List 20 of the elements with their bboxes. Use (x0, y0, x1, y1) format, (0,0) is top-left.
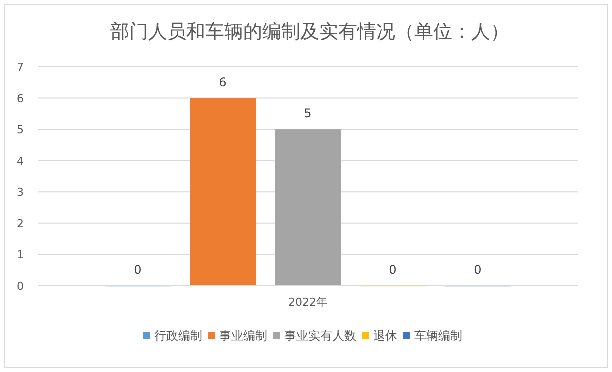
legend-label: 事业实有人数 (284, 329, 356, 343)
y-tick-label: 7 (17, 61, 24, 74)
legend-label: 行政编制 (154, 329, 202, 343)
y-tick-label: 5 (17, 124, 24, 137)
data-label: 6 (219, 75, 227, 90)
legend-label: 车辆编制 (414, 329, 462, 343)
legend-label: 退休 (374, 329, 398, 343)
legend-label: 事业编制 (220, 329, 268, 343)
y-tick-label: 6 (17, 92, 24, 106)
y-tick-label: 1 (17, 248, 24, 262)
y-tick-label: 4 (17, 154, 24, 168)
data-label: 0 (134, 263, 142, 277)
data-label: 0 (389, 263, 397, 277)
data-label: 0 (474, 263, 482, 277)
chart-title: 部门人员和车辆的编制及实有情况（单位：人） (110, 21, 510, 43)
data-label: 5 (304, 106, 312, 121)
y-tick-label: 3 (17, 186, 24, 200)
y-tick-label: 2 (17, 217, 24, 230)
y-tick-label: 0 (17, 280, 24, 293)
x-tick-label: 2022年 (288, 296, 328, 309)
